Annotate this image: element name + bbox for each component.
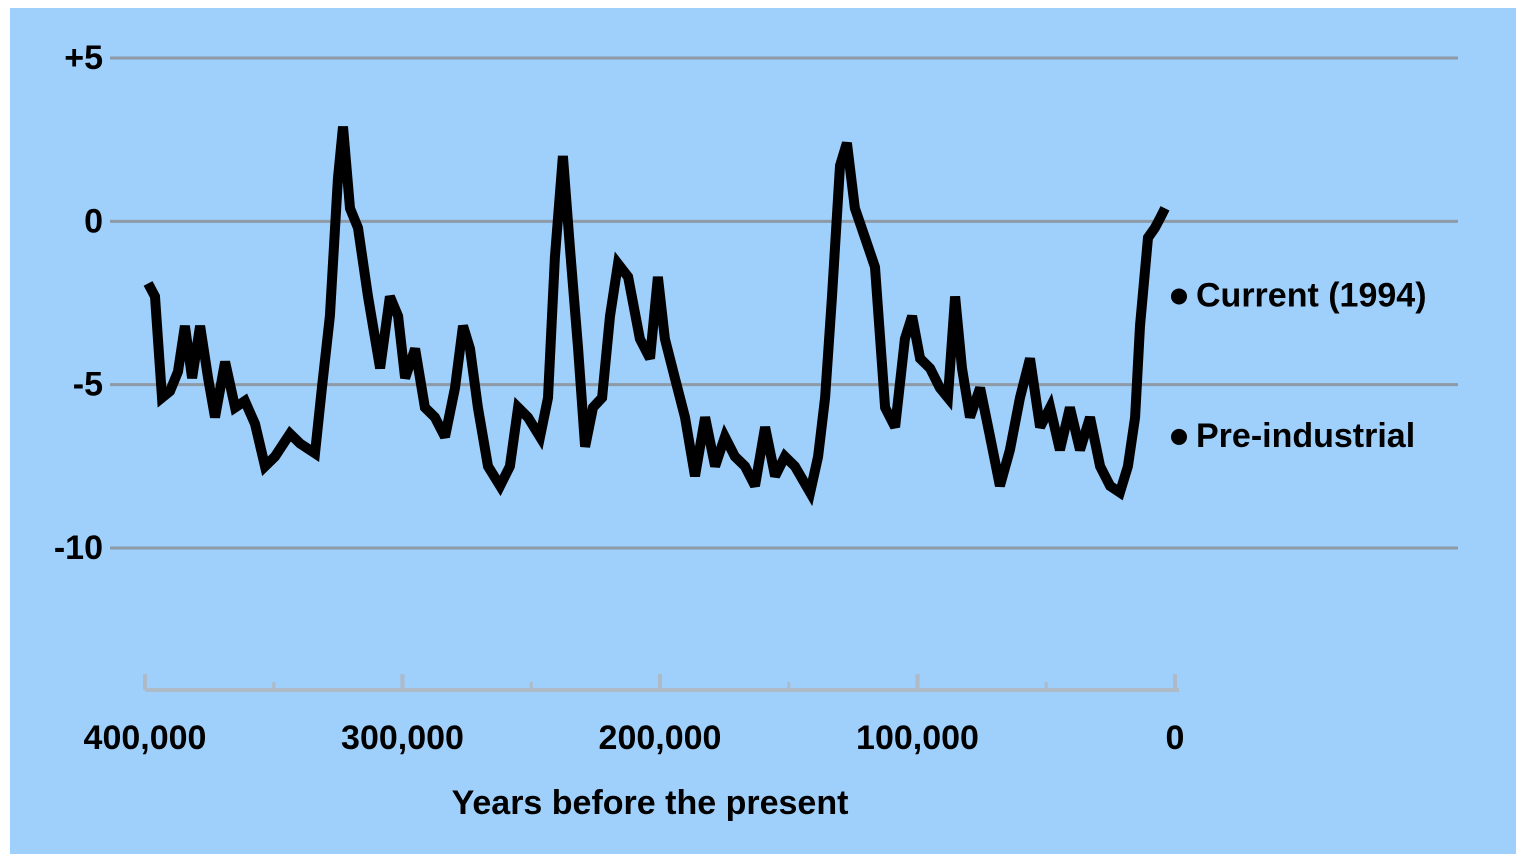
x-tick-label: 200,000 (599, 719, 722, 757)
annotation-label: Current (1994) (1196, 276, 1427, 314)
y-tick-label: -5 (73, 366, 103, 404)
x-tick-label: 300,000 (341, 719, 464, 757)
x-tick-label: 0 (1166, 719, 1185, 757)
annotation-dot (1171, 428, 1187, 445)
x-axis-title: Years before the present (452, 784, 849, 822)
annotation-dot (1171, 288, 1187, 305)
x-tick-label: 100,000 (856, 719, 979, 757)
y-tick-label: -10 (54, 529, 103, 567)
y-tick-label: 0 (84, 202, 103, 240)
temperature-line (143, 126, 1170, 507)
y-tick-label: +5 (64, 39, 103, 77)
x-tick-label: 400,000 (84, 719, 207, 757)
annotation-label: Pre-industrial (1196, 417, 1415, 455)
